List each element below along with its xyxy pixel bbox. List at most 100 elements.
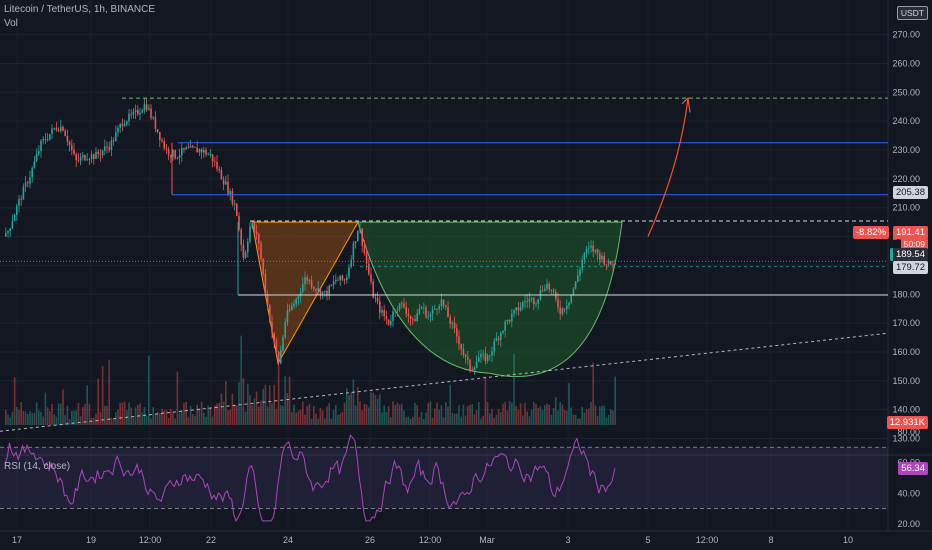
volume-bar [57,403,60,425]
volume-bar [471,404,473,425]
time-axis-label: 3 [565,535,570,545]
candle-body [418,308,421,314]
volume-bar [121,402,124,425]
volume-bar [183,403,185,425]
volume-bar [330,418,333,425]
volume-bar [343,402,346,425]
candle-body [79,157,82,161]
candle-body [610,261,612,265]
volume-bar [599,406,601,425]
candle-body [183,148,185,150]
candle-body [376,298,379,302]
volume-bar [475,410,478,425]
volume-bar [128,402,130,425]
volume-legend[interactable]: Vol [4,18,18,29]
volume-bar [524,402,526,425]
volume-bar [233,405,236,425]
volume-bar [552,408,555,425]
volume-bar [161,408,163,425]
volume-bar [445,402,447,425]
volume-tag: 12.931K [886,416,928,429]
currency-badge[interactable]: USDT [896,6,928,20]
volume-bar [156,411,159,425]
candle-body [288,309,291,311]
volume-bar [324,418,326,425]
candle-body [29,177,31,184]
candle-body [185,147,187,150]
candle-body [451,322,454,324]
volume-bar [550,414,553,425]
volume-bar [497,409,500,425]
candle-body [368,263,370,275]
volume-bar [390,417,392,425]
volume-bar [139,403,141,425]
candle-body [130,113,132,115]
candle-body [570,294,572,303]
volume-bar [610,409,612,425]
volume-bar [148,355,150,425]
volume-bar [601,405,603,425]
candle-body [612,264,614,265]
volume-bar [152,407,154,425]
candle-body [574,281,577,289]
volume-bar [438,409,440,425]
candle-body [453,322,456,329]
candle-body [159,132,161,141]
volume-bar [266,406,269,425]
volume-bar [130,407,132,425]
rsi-line [4,434,616,523]
candle-body [383,310,385,317]
candle-body [266,294,269,306]
candle-body [68,141,71,145]
volume-bar [77,402,80,425]
candle-body [346,277,348,280]
candle-body [93,154,95,159]
candle-body [557,298,559,308]
volume-bar [348,394,350,425]
volume-bar [478,402,480,425]
volume-bar [449,384,451,425]
arrow-head [681,96,691,113]
candle-body [475,361,478,368]
candle-body [106,146,108,148]
price-axis-label: 160.00 [892,347,920,357]
volume-bar [236,405,238,425]
candle-body [110,140,113,150]
candle-body [24,182,27,187]
candle-body [225,181,227,185]
volume-bar [418,416,421,425]
volume-bar [93,417,95,425]
candle-body [143,104,146,111]
volume-bar [154,413,157,425]
volume-bar [176,371,179,425]
candle-body [504,321,506,331]
rsi-value-tag: 56.34 [898,462,928,475]
candle-body [84,155,86,160]
candle-body [480,354,482,358]
candle-body [438,306,440,310]
candle-body [561,308,564,314]
volume-bar [581,406,583,425]
candle-body [535,303,537,305]
candle-body [524,300,526,303]
time-axis-label: 12:00 [139,535,162,545]
time-axis-label: 12:00 [696,535,719,545]
volume-bar [20,402,22,425]
candle-body [552,290,555,292]
candle-body [156,128,159,133]
time-axis-label: 19 [86,535,96,545]
volume-bar [198,408,201,425]
candle-body [352,243,355,260]
volume-bar [273,384,275,425]
volume-bar [106,406,108,425]
candle-body [205,149,207,155]
candle-body [53,127,55,129]
rsi-legend[interactable]: RSI (14, close) [4,461,71,472]
candle-body [104,146,106,151]
volume-bar [403,410,405,425]
candle-body [546,283,548,289]
candle-body [583,253,586,260]
symbol-title[interactable]: Litecoin / TetherUS, 1h, BINANCE [4,4,155,15]
candle-body [46,139,49,141]
